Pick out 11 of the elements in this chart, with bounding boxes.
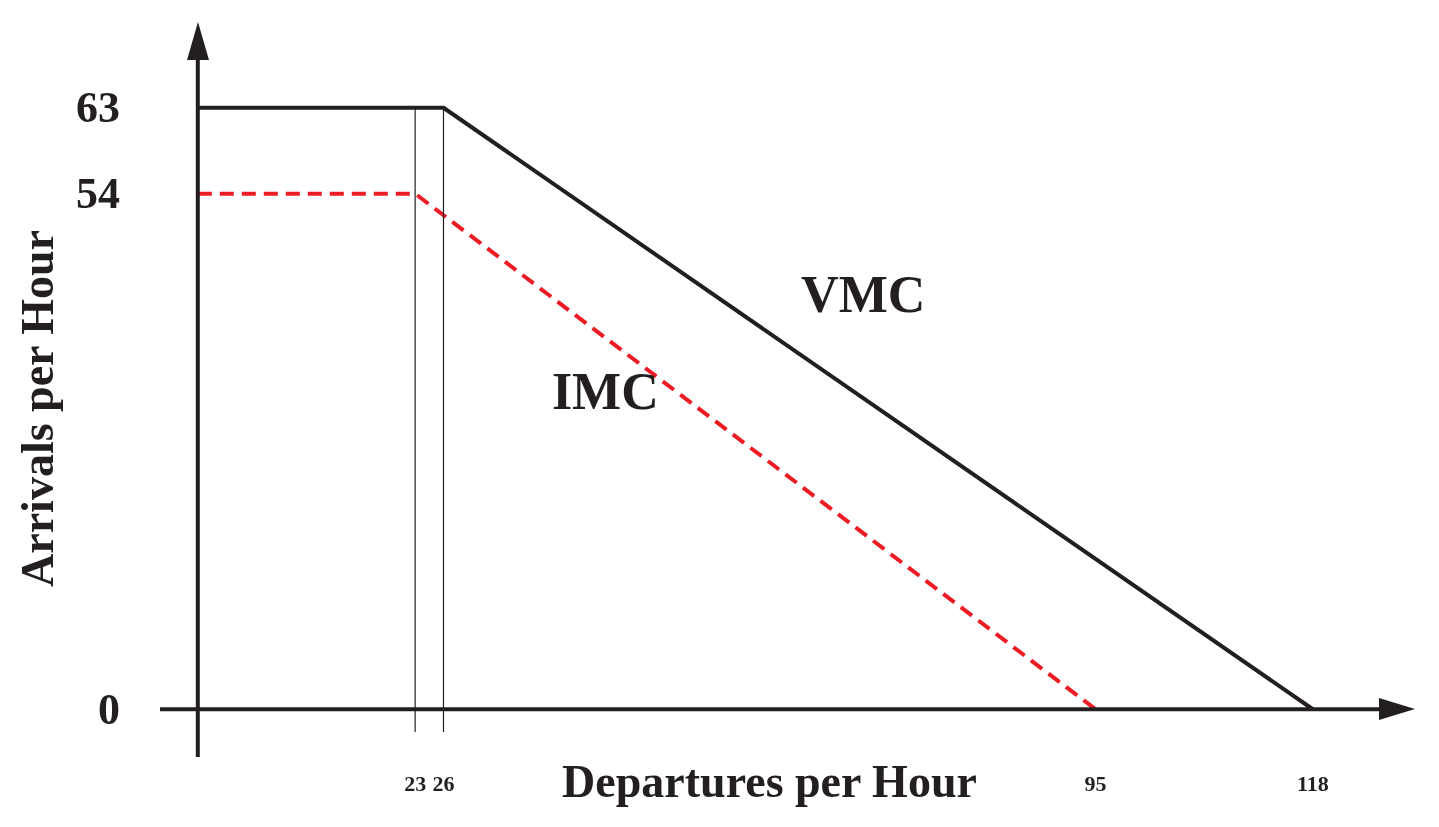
x-tick-label: 23 xyxy=(404,771,427,796)
x-tick-label: 95 xyxy=(1084,771,1107,796)
x-axis-title: Departures per Hour xyxy=(562,756,977,808)
y-axis-title: Arrivals per Hour xyxy=(12,230,64,587)
series-label: IMC xyxy=(551,362,659,420)
y-tick-label: 0 xyxy=(98,684,120,734)
x-tick-label: 26 xyxy=(432,771,455,796)
y-tick-label: 54 xyxy=(76,169,120,219)
series-label: VMC xyxy=(801,265,926,323)
y-tick-label: 63 xyxy=(76,83,120,133)
x-tick-label: 118 xyxy=(1296,771,1329,796)
